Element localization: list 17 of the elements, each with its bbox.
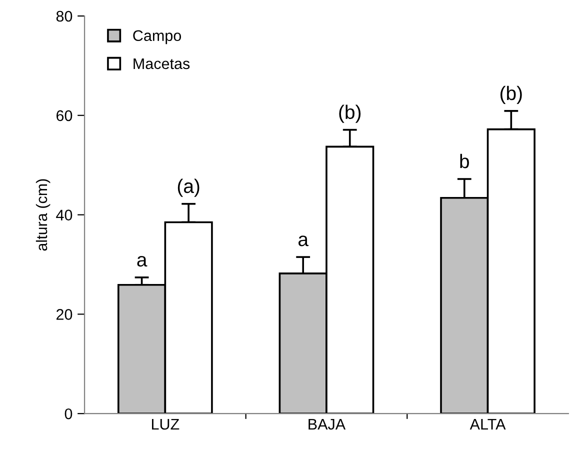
y-tick-label: 20	[56, 309, 72, 320]
legend-label: Campo	[133, 30, 182, 44]
legend-label: Macetas	[134, 58, 190, 70]
x-tick-label: LUZ	[152, 419, 180, 430]
annotation: a	[137, 256, 148, 267]
x-tick-label: BAJA	[308, 419, 346, 430]
annotation: a	[298, 236, 308, 246]
annotation: (b)	[500, 86, 522, 104]
annotation: (b)	[339, 104, 361, 123]
x-tick-label: ALTA	[470, 419, 506, 430]
y-axis-title: altura (cm)	[36, 179, 50, 251]
y-tick-label: 80	[56, 10, 72, 22]
y-tick-label: 60	[56, 110, 72, 122]
annotation: (a)	[178, 178, 200, 197]
annotation: b	[460, 154, 469, 168]
y-tick-label: 40	[56, 210, 72, 220]
y-tick-label: 0	[64, 408, 72, 420]
